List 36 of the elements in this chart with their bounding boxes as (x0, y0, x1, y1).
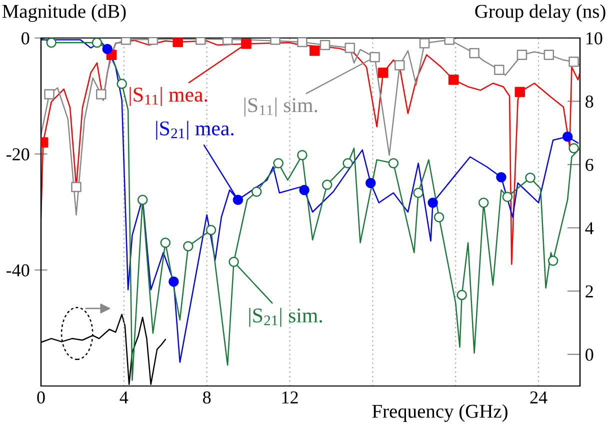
y2-tick-label: 4 (585, 222, 594, 234)
x-tick-label: 0 (37, 391, 45, 404)
y-tick-label: -20 (6, 148, 30, 160)
point (168, 276, 179, 287)
annotation: |S$_{21}$| mea. (156, 120, 234, 140)
point (232, 194, 244, 205)
point (378, 68, 388, 78)
x-tick-label: 8 (203, 391, 211, 404)
annotation: |S$_{11}$| sim. (244, 98, 318, 117)
point (102, 44, 112, 54)
y2-tick-label: 10 (586, 32, 602, 44)
y2-tick-label: 0 (586, 348, 594, 361)
y-axis-title: Magnitude (dB) (2, 4, 126, 22)
y-tick-label: -40 (6, 264, 30, 276)
x-axis-title: Frequency (GHz) (372, 404, 508, 422)
point (310, 46, 320, 56)
x-tick-label: 12 (282, 391, 298, 404)
point (299, 184, 310, 196)
point (365, 178, 376, 188)
y2-tick-label: 2 (586, 285, 593, 298)
point (496, 172, 506, 182)
annotation: |S$_{11}$| mea. (130, 86, 208, 106)
point (172, 38, 183, 48)
line-series (41, 40, 580, 265)
y2-axis-title: Group delay (ns) (475, 4, 606, 22)
point (562, 131, 573, 142)
point (448, 74, 459, 85)
y2-tick-label: 6 (586, 158, 594, 171)
point (428, 198, 438, 208)
y2-tick-label: 8 (586, 96, 594, 108)
y-tick-label: 0 (22, 32, 30, 44)
annotation: |S$_{21}$| sim. (249, 308, 322, 327)
x-tick-label: 4 (120, 392, 128, 404)
point (514, 86, 526, 98)
x-tick-label: 24 (530, 391, 548, 404)
point (241, 38, 252, 49)
